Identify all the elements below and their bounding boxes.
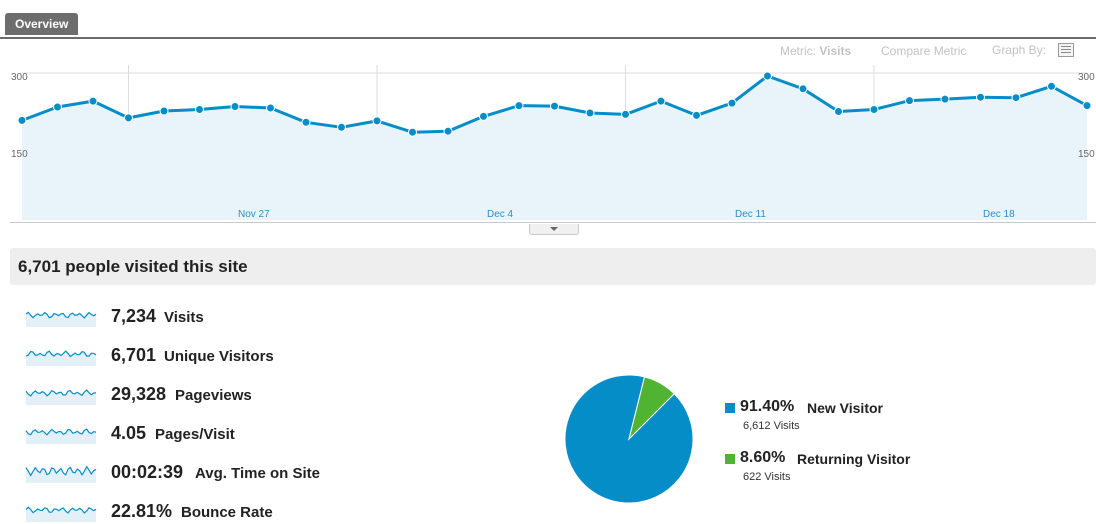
data-point[interactable] <box>550 101 559 111</box>
legend-percent: 8.60% <box>740 449 786 466</box>
sparkline-line <box>25 350 97 358</box>
sparkline[interactable] <box>25 305 99 327</box>
legend-visits: 622 Visits <box>743 471 791 483</box>
metric-value: 4.05 <box>111 423 147 443</box>
metric-selector[interactable]: Metric: Visits <box>780 44 851 58</box>
data-point[interactable] <box>124 113 133 123</box>
sparkline-fill <box>26 507 96 522</box>
metric-label: Unique Visitors <box>164 348 274 365</box>
tab-bar: Overview <box>0 0 1096 39</box>
data-point[interactable] <box>479 111 488 121</box>
sparkline-line <box>25 428 97 436</box>
data-point[interactable] <box>408 127 417 137</box>
metric-value: 7,234 <box>111 306 157 326</box>
x-tick-label: Dec 4 <box>487 209 514 220</box>
data-point[interactable] <box>905 96 914 106</box>
summary-header: 6,701 people visited this site <box>10 248 1096 285</box>
metric-value: 6,701 <box>111 345 157 365</box>
data-point[interactable] <box>195 105 204 114</box>
legend-percent: 91.40% <box>740 398 795 415</box>
x-tick-label: Nov 27 <box>238 209 270 220</box>
data-point[interactable] <box>88 96 98 106</box>
sparkline[interactable] <box>25 383 99 405</box>
metric-label: Visits <box>164 309 204 326</box>
sparkline[interactable] <box>25 422 99 444</box>
data-point[interactable] <box>621 109 630 119</box>
y-tick-label-left: 300 <box>11 72 28 83</box>
data-point[interactable] <box>727 98 737 108</box>
x-tick-label: Dec 11 <box>735 209 766 220</box>
graph-controls: Metric: Visits Compare Metric Graph By: <box>0 43 1096 60</box>
triangle-down-icon <box>550 227 558 231</box>
visits-over-time-chart: 300 150 300 150 Nov 27 Dec 4 Dec 11 Dec … <box>11 65 1095 220</box>
sparkline[interactable] <box>25 461 99 483</box>
metric-value: Visits <box>819 44 852 58</box>
compare-metric-link[interactable]: Compare Metric <box>881 44 967 58</box>
data-point[interactable] <box>337 122 346 132</box>
y-tick-label-right: 300 <box>1078 72 1095 83</box>
data-point[interactable] <box>17 115 27 125</box>
sparkline-fill <box>26 466 96 483</box>
data-point[interactable] <box>1011 93 1021 103</box>
chart-baseline <box>10 222 1096 223</box>
metric-label: Pageviews <box>175 387 252 404</box>
metric-value: 22.81% <box>111 501 173 521</box>
sparkline-fill <box>26 312 96 327</box>
sparkline[interactable] <box>25 500 99 522</box>
legend-label: Returning Visitor <box>797 451 911 467</box>
data-point[interactable] <box>976 92 985 102</box>
data-point[interactable] <box>656 96 666 106</box>
data-point[interactable] <box>159 106 169 116</box>
data-point[interactable] <box>372 116 382 126</box>
data-point[interactable] <box>940 94 950 104</box>
y-tick-label-right: 150 <box>1078 149 1095 160</box>
tab-overview[interactable]: Overview <box>5 13 79 35</box>
sparkline-line <box>25 506 97 514</box>
data-point[interactable] <box>443 126 453 136</box>
legend-swatch <box>725 454 735 464</box>
metric-prefix-label: Metric: <box>780 44 816 58</box>
data-point[interactable] <box>692 110 701 120</box>
visitor-type-pie-chart <box>564 374 694 504</box>
collapse-chart-handle[interactable] <box>529 224 579 235</box>
sparkline-line <box>25 311 97 319</box>
metric-label: Pages/Visit <box>155 426 235 443</box>
visits-area-fill <box>22 76 1087 220</box>
data-point[interactable] <box>763 71 772 81</box>
metric-value: 29,328 <box>111 384 167 404</box>
data-point[interactable] <box>1082 101 1092 111</box>
sparkline-fill <box>26 390 96 405</box>
graph-by-icon[interactable] <box>1058 43 1074 57</box>
sparkline[interactable] <box>25 344 99 366</box>
legend-label: New Visitor <box>807 400 883 416</box>
data-point[interactable] <box>53 102 62 112</box>
data-point[interactable] <box>834 107 843 116</box>
metric-label: Avg. Time on Site <box>195 465 321 482</box>
data-point[interactable] <box>301 117 311 127</box>
sparkline-line <box>25 465 97 477</box>
graph-by-label: Graph By: <box>992 43 1047 57</box>
data-point[interactable] <box>798 84 808 94</box>
metric-value: 00:02:39 <box>111 462 184 482</box>
sparkline-line <box>25 389 97 397</box>
legend-swatch <box>725 403 735 413</box>
data-point[interactable] <box>869 105 879 114</box>
legend-visits: 6,612 Visits <box>743 420 800 432</box>
metric-label: Bounce Rate <box>181 504 273 521</box>
data-point[interactable] <box>230 102 240 111</box>
data-point[interactable] <box>585 108 595 118</box>
pie-slice[interactable] <box>628 376 675 441</box>
summary-headline: 6,701 people visited this site <box>18 257 248 276</box>
data-point[interactable] <box>1047 81 1056 91</box>
x-tick-label: Dec 18 <box>983 209 1015 220</box>
data-point[interactable] <box>266 103 275 113</box>
y-tick-label-left: 150 <box>11 149 28 160</box>
data-point[interactable] <box>514 101 524 111</box>
